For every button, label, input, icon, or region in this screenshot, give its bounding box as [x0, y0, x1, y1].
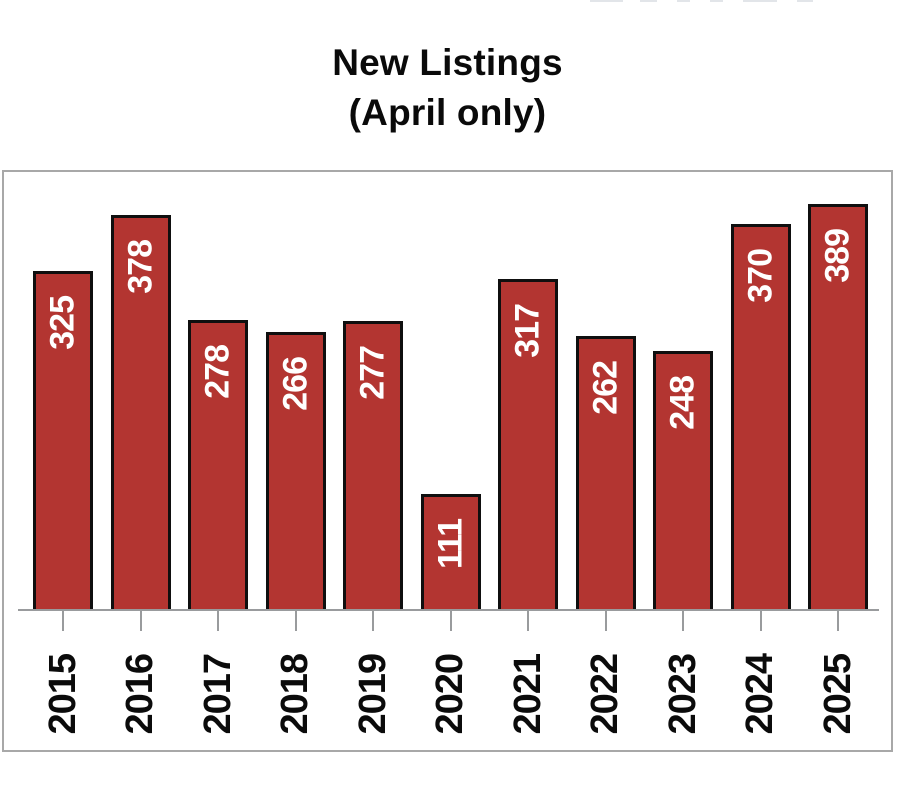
x-axis-label-2015: 2015 [41, 653, 84, 735]
cropped-text-remnant [677, 0, 690, 2]
x-axis-label-2023: 2023 [661, 653, 704, 735]
x-axis-tick [294, 611, 297, 631]
x-axis-label-2025: 2025 [816, 653, 859, 735]
bar-value-label: 262 [586, 361, 624, 415]
bar-value-label: 111 [431, 519, 469, 569]
bar-2016: 378 [110, 215, 171, 610]
x-axis-tick [139, 611, 142, 631]
x-axis-label-2021: 2021 [506, 653, 549, 735]
x-axis-label-2017: 2017 [196, 653, 239, 735]
x-axis-tick [62, 611, 64, 631]
plot-area: 325 2015 378 2016 278 2017 266 2018 277 2019 111 20… [4, 172, 891, 750]
bar-2024: 370 [730, 224, 791, 610]
cropped-text-remnant [797, 0, 813, 2]
x-axis-tick [449, 611, 452, 631]
bar-value-label: 317 [508, 304, 547, 358]
bar-2023: 248 [653, 351, 713, 610]
bar-2015: 325 [33, 271, 93, 610]
bar-value-label: 378 [121, 240, 159, 294]
x-axis-label-2022: 2022 [584, 653, 626, 735]
x-axis-line [18, 609, 879, 611]
bar-value-label: 266 [276, 357, 314, 411]
bar-value-label: 389 [818, 229, 857, 283]
bar-value-label: 277 [353, 346, 392, 400]
bar-value-label: 325 [43, 296, 82, 350]
bar-value-label: 248 [663, 376, 702, 430]
cropped-text-remnant [710, 0, 723, 2]
x-axis-label-2020: 2020 [429, 653, 471, 735]
x-axis-tick [837, 611, 839, 631]
x-axis-tick [759, 611, 762, 631]
x-axis-tick [604, 611, 607, 631]
chart-title-line2: (April only) [348, 92, 547, 133]
bar-value-label: 370 [741, 249, 779, 303]
bar-2021: 317 [498, 279, 558, 610]
x-axis-tick [527, 611, 529, 631]
cropped-text-remnant [590, 0, 623, 2]
bar-2022: 262 [575, 336, 636, 610]
bar-2018: 266 [265, 332, 326, 610]
bar-2017: 278 [188, 320, 248, 610]
x-axis-label-2024: 2024 [739, 653, 781, 735]
x-axis-tick [217, 611, 219, 631]
cropped-text-remnant [640, 0, 657, 2]
bar-2019: 277 [343, 321, 403, 610]
bar-value-label: 278 [198, 345, 237, 399]
cropped-text-remnant [743, 0, 777, 2]
x-axis-tick [682, 611, 684, 631]
x-axis-label-2016: 2016 [119, 653, 161, 735]
chart-title-line1: New Listings [332, 42, 563, 83]
x-axis-label-2019: 2019 [351, 653, 394, 735]
x-axis-tick [372, 611, 374, 631]
x-axis-label-2018: 2018 [274, 653, 316, 735]
bar-2025: 389 [808, 204, 868, 610]
bar-2020: 111 [420, 494, 481, 610]
plot-frame: 325 2015 378 2016 278 2017 266 2018 277 2019 111 20… [2, 170, 893, 752]
chart-title: New Listings (April only) [0, 38, 895, 138]
